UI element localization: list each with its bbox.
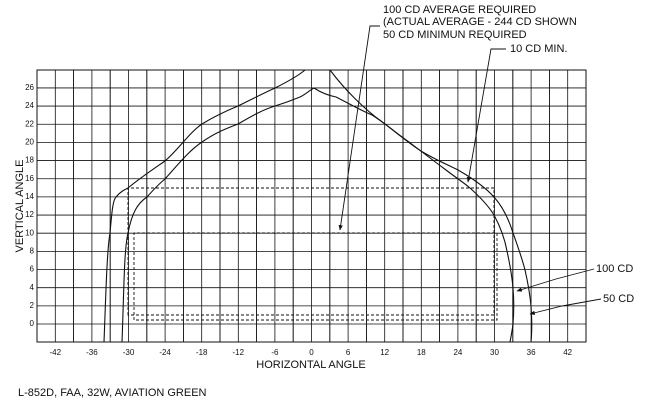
y-tick-label: 10 (25, 228, 34, 237)
x-tick-label: 24 (453, 348, 462, 357)
y-tick-label: 18 (25, 156, 34, 165)
y-tick-label: 2 (30, 301, 35, 310)
y-tick-label: 6 (30, 265, 35, 274)
outer-curve-right (329, 69, 533, 343)
grid (37, 70, 586, 342)
y-tick-label: 12 (25, 210, 34, 219)
y-tick-label: 16 (25, 174, 34, 183)
leader (529, 298, 602, 315)
x-tick-label: 30 (490, 348, 499, 357)
x-tick-label: -42 (50, 348, 62, 357)
y-tick-label: 24 (25, 101, 34, 110)
leader (466, 48, 506, 183)
x-tick-label: -36 (86, 348, 98, 357)
y-tick-label: 14 (25, 192, 34, 201)
y-tick-label: 22 (25, 119, 34, 128)
annotation: 100 CD (596, 263, 633, 275)
annotation: 50 CD (603, 293, 634, 305)
caption: L-852D, FAA, 32W, AVIATION GREEN (18, 387, 207, 399)
x-tick-label: -30 (123, 348, 135, 357)
x-tick-label: 0 (309, 348, 314, 357)
y-axis-label: VERTICAL ANGLE (14, 160, 26, 253)
x-axis-label: HORIZONTAL ANGLE (256, 359, 365, 371)
y-tick-label: 0 (30, 319, 35, 328)
x-tick-label: 6 (346, 348, 351, 357)
x-tick-label: 36 (527, 348, 536, 357)
x-tick-label: -18 (196, 348, 208, 357)
annotation: 10 CD MIN. (510, 43, 567, 55)
x-tick-label: -6 (271, 348, 279, 357)
y-tick-label: 4 (30, 283, 35, 292)
annotation: 50 CD MINIMUN REQUIRED (383, 29, 527, 41)
x-tick-label: 18 (417, 348, 426, 357)
outer-curve-left (103, 69, 306, 343)
leader (338, 25, 380, 231)
leader (516, 268, 595, 292)
annotation: 100 CD AVERAGE REQUIRED (383, 4, 536, 16)
y-tick-label: 20 (25, 138, 34, 147)
plot-border (36, 69, 587, 343)
inner-curve (121, 87, 515, 343)
x-tick-label: 42 (563, 348, 572, 357)
annotation: (ACTUAL AVERAGE - 244 CD SHOWN (383, 16, 577, 28)
y-tick-label: 26 (25, 83, 34, 92)
y-tick-label: 8 (30, 246, 35, 255)
dashed-box-inner (133, 232, 498, 321)
dashed-box-outer (127, 187, 495, 316)
x-tick-label: 12 (380, 348, 389, 357)
x-tick-label: -12 (233, 348, 245, 357)
x-tick-label: -24 (159, 348, 171, 357)
